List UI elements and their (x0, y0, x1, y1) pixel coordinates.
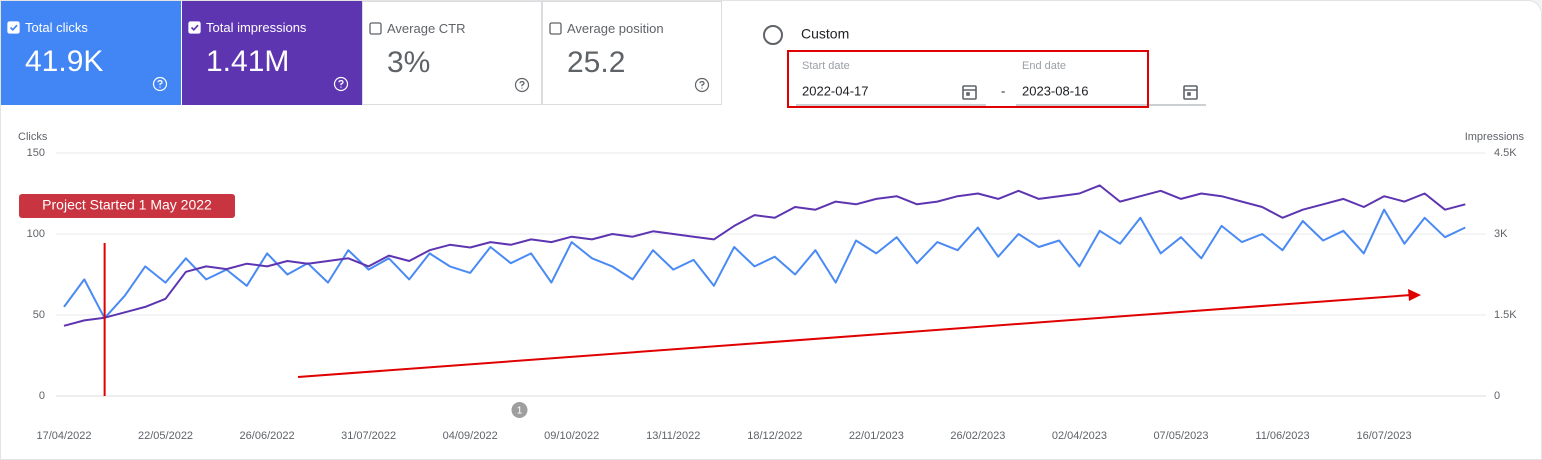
radio-custom[interactable] (763, 25, 783, 45)
help-icon (694, 77, 710, 93)
help-mark (157, 79, 163, 88)
metric-value: 1.41M (206, 45, 290, 78)
checkbox-box (369, 22, 382, 35)
help-circle (694, 77, 710, 93)
highlight-box (787, 50, 1149, 108)
help-icon (514, 77, 530, 93)
y-tick-label: 100 (27, 228, 45, 240)
x-tick-label: 17/04/2022 (36, 430, 91, 442)
checkmark (190, 24, 199, 32)
annotation-box (19, 194, 235, 218)
x-tick-label: 11/06/2023 (1255, 430, 1309, 442)
metric-value: 25.2 (567, 46, 626, 79)
trend-arrow (297, 294, 1412, 378)
checkmark (9, 24, 18, 32)
calendar-icons[interactable] (962, 85, 1198, 100)
help-mark (519, 80, 525, 89)
date-separator: - (1001, 83, 1005, 98)
help-mark (338, 79, 344, 88)
x-tick-label: 09/10/2022 (544, 430, 599, 442)
x-tick-label: 31/07/2022 (341, 430, 396, 442)
checkbox[interactable] (369, 22, 383, 36)
metric-label: Total clicks (25, 20, 88, 35)
checkbox-box (549, 22, 562, 35)
help-mark (699, 80, 705, 89)
y-tick-label: 3K (1494, 228, 1508, 240)
y-tick-label: 4.5K (1494, 147, 1517, 159)
trend-arrow-head (1408, 289, 1421, 301)
end-date-label: End date (1022, 60, 1066, 72)
y-tick-label: 1.5K (1494, 309, 1517, 321)
start-date[interactable]: 2022-04-17 (802, 83, 869, 98)
annotation-badge[interactable] (511, 402, 528, 418)
metric-value: 41.9K (25, 45, 104, 78)
help-circle (152, 76, 168, 92)
help-circle (514, 77, 530, 93)
help-icon (152, 76, 168, 92)
start-date-label: Start date (802, 60, 850, 72)
x-tick-label: 02/04/2023 (1052, 430, 1107, 442)
metric-value: 3% (387, 46, 431, 79)
annotation-badge-text: 1 (517, 406, 523, 417)
x-tick-label: 13/11/2022 (646, 430, 700, 442)
y2-axis-title: Impressions (1465, 131, 1525, 143)
x-tick-label: 26/02/2023 (950, 430, 1005, 442)
metric-label: Average CTR (387, 21, 466, 36)
help-icon (333, 76, 349, 92)
x-tick-label: 16/07/2023 (1357, 430, 1412, 442)
y-tick-label: 0 (1494, 390, 1500, 402)
series-line (63, 184, 1466, 327)
plot: 0 50 100 150 0 1.5K 3K 4.5K 17/04/2022 22/05/2022… (19, 147, 1517, 442)
series-line (63, 208, 1466, 320)
metric-card[interactable]: Total clicks 41.9K (1, 1, 181, 105)
custom-label[interactable]: Custom (801, 26, 849, 42)
metric-card[interactable]: Average CTR 3% (362, 1, 542, 105)
metric-label: Average position (567, 21, 664, 36)
checkbox-box (188, 21, 201, 34)
x-tick-label: 04/09/2022 (443, 430, 498, 442)
checkbox[interactable] (549, 22, 563, 36)
metric-label: Total impressions (206, 20, 307, 35)
checkbox[interactable] (7, 21, 21, 35)
x-tick-label: 18/12/2022 (747, 430, 802, 442)
annotation-text: Project Started 1 May 2022 (42, 197, 212, 213)
help-circle (333, 76, 349, 92)
x-tick-label: 07/05/2023 (1153, 430, 1208, 442)
x-tick-label: 22/05/2022 (138, 430, 193, 442)
checkbox[interactable] (188, 21, 202, 35)
y-axis-title: Clicks (18, 131, 48, 143)
metric-card[interactable]: Total impressions 1.41M (182, 1, 362, 105)
end-date[interactable]: 2023-08-16 (1022, 83, 1089, 98)
y-tick-label: 150 (27, 147, 45, 159)
y-tick-label: 0 (39, 390, 45, 402)
x-tick-label: 26/06/2022 (240, 430, 295, 442)
checkbox-box (7, 21, 20, 34)
metric-card[interactable]: Average position 25.2 (542, 1, 722, 105)
x-tick-label: 22/01/2023 (849, 430, 904, 442)
y-tick-label: 50 (33, 309, 45, 321)
